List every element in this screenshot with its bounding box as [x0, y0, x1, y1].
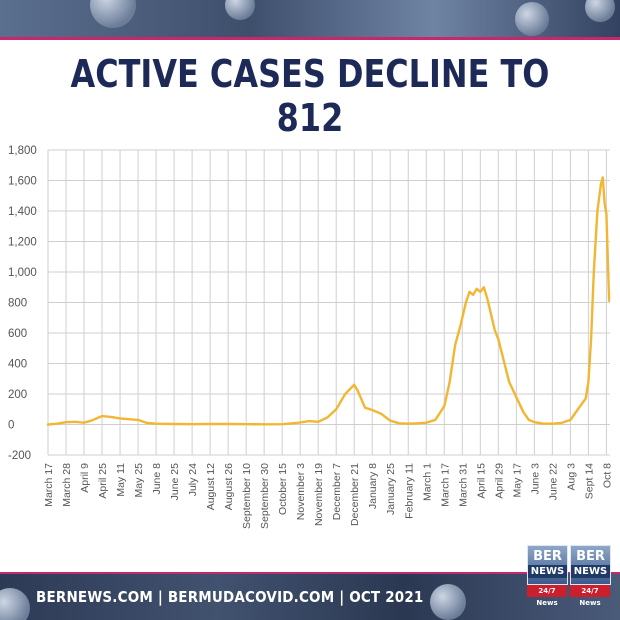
x-tick-label: November 19	[313, 463, 325, 526]
x-axis-ticks: March 17 March 28 April 9 April 25 May 11 May…	[43, 463, 613, 529]
x-tick-label: Sept 14	[583, 463, 595, 499]
y-tick-label: 1,600	[8, 176, 37, 188]
line-chart: -200 0 200 400 600 800 1,000 1,200 1,400 1,600 1,8…	[8, 145, 613, 529]
y-tick-label: 1,000	[8, 267, 37, 279]
x-tick-label: March 28	[61, 463, 73, 507]
footer-text: BERNEWS.COM | BERMUDACOVID.COM | OCT 202…	[36, 588, 424, 606]
x-tick-label: May 25	[133, 463, 145, 498]
top-banner	[0, 0, 620, 38]
y-tick-label: -200	[8, 450, 31, 462]
x-tick-label: June 3	[529, 463, 541, 495]
x-tick-label: February 11	[403, 463, 415, 519]
virus-decoration-icon	[430, 584, 466, 620]
y-tick-label: 400	[8, 359, 27, 371]
chart-grid	[47, 149, 610, 456]
chart-series	[46, 176, 611, 426]
y-axis-ticks: -200 0 200 400 600 800 1,000 1,200 1,400 1,600 1,8…	[8, 145, 37, 462]
y-tick-label: 1,800	[8, 145, 37, 157]
top-accent-rule	[0, 37, 620, 40]
x-tick-label: Aug 3	[565, 463, 577, 491]
logo-line2: NEWS	[528, 565, 567, 578]
x-tick-label: June 25	[169, 463, 181, 501]
virus-decoration-icon	[225, 0, 255, 20]
x-tick-label: December 7	[331, 463, 343, 520]
x-tick-label: May 17	[511, 463, 523, 498]
x-tick-label: March 17	[43, 463, 55, 507]
y-tick-label: 600	[8, 328, 27, 340]
series-line-active-cases	[46, 176, 611, 426]
virus-decoration-icon	[515, 2, 549, 36]
bottom-banner	[0, 574, 620, 620]
virus-decoration-icon	[0, 588, 30, 620]
logo-line1: BER	[576, 549, 605, 564]
y-tick-label: 0	[8, 420, 14, 432]
x-tick-label: May 11	[115, 463, 127, 497]
bernews-logo: BER NEWS BER NEWS 24/7 News 24/7 News	[527, 545, 611, 607]
x-tick-label: December 21	[349, 463, 361, 526]
x-tick-label: April 25	[97, 463, 109, 499]
x-tick-label: March 31	[457, 463, 469, 507]
x-tick-label: October 15	[277, 463, 289, 515]
x-tick-label: April 15	[475, 463, 487, 499]
y-tick-label: 1,400	[8, 206, 37, 218]
x-tick-label: November 3	[295, 463, 307, 520]
logo-tag: 24/7 News	[570, 585, 610, 607]
x-tick-label: September 30	[259, 463, 271, 529]
x-tick-label: Oct 8	[601, 463, 613, 488]
bottom-accent-rule	[0, 572, 620, 575]
x-tick-label: January 25	[385, 463, 397, 515]
y-tick-label: 800	[8, 298, 27, 310]
x-tick-label: August 26	[223, 463, 235, 510]
logo-tag: 24/7 News	[527, 585, 567, 607]
y-tick-label: 200	[8, 389, 27, 401]
x-tick-label: April 9	[79, 463, 91, 493]
x-tick-label: January 8	[367, 463, 379, 509]
logo-tile-left: BER NEWS	[527, 545, 568, 585]
x-tick-label: April 29	[493, 463, 505, 499]
x-tick-label: June 22	[547, 463, 559, 501]
page-title: ACTIVE CASES DECLINE TO 812	[70, 52, 550, 140]
y-tick-label: 1,200	[8, 237, 37, 249]
virus-decoration-icon	[90, 0, 136, 28]
x-tick-label: August 12	[205, 463, 217, 510]
x-tick-label: July 24	[187, 463, 199, 496]
x-tick-label: June 8	[151, 463, 163, 495]
virus-decoration-icon	[585, 0, 615, 22]
logo-line2: NEWS	[571, 565, 610, 578]
x-tick-label: March 1	[421, 463, 433, 501]
x-tick-label: September 10	[241, 463, 253, 529]
logo-line1: BER	[533, 549, 562, 564]
x-tick-label: March 17	[439, 463, 451, 507]
logo-tile-right: BER NEWS	[570, 545, 611, 585]
